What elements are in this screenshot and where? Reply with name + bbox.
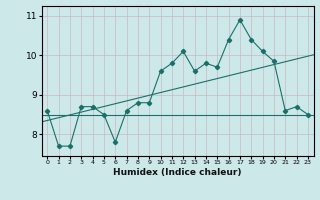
X-axis label: Humidex (Indice chaleur): Humidex (Indice chaleur) — [113, 168, 242, 177]
